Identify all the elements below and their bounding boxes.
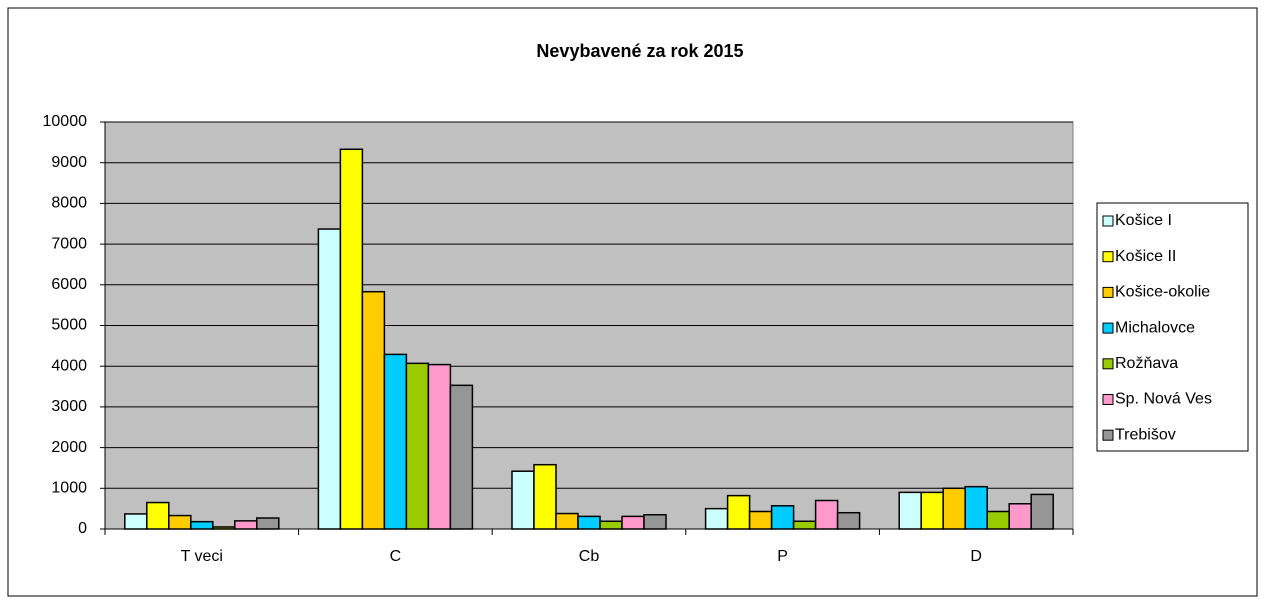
legend-swatch: [1102, 251, 1114, 263]
bar: [942, 487, 966, 530]
bar: [748, 510, 773, 530]
bar: [339, 148, 364, 530]
bar: [770, 505, 795, 530]
bar: [533, 463, 557, 530]
y-tick-label: 10000: [43, 113, 88, 130]
bar: [986, 510, 1010, 530]
y-tick-label: 1000: [51, 480, 87, 497]
bar: [964, 485, 988, 530]
bar: [599, 520, 623, 530]
bar: [920, 491, 944, 530]
bar: [555, 512, 579, 530]
chart-title: Nevybavené za rok 2015: [536, 41, 743, 61]
legend-swatch: [1102, 286, 1114, 298]
legend-label: Trebišov: [1115, 426, 1176, 443]
y-tick-label: 5000: [51, 317, 87, 334]
x-tick-label: Cb: [579, 548, 600, 565]
y-tick-label: 6000: [51, 276, 87, 293]
bar: [449, 384, 474, 530]
legend-swatch: [1102, 322, 1114, 334]
bar: [577, 515, 601, 530]
bar: [405, 362, 430, 530]
legend-label: Rožňava: [1115, 355, 1178, 372]
x-tick-label: T veci: [181, 548, 223, 565]
bar: [792, 520, 817, 530]
x-tick-label: D: [970, 548, 982, 565]
legend-label: Košice II: [1115, 248, 1176, 265]
x-tick-label: P: [777, 548, 788, 565]
bar: [898, 491, 922, 530]
y-tick-label: 7000: [51, 235, 87, 252]
y-tick-label: 2000: [51, 439, 87, 456]
bar: [814, 499, 839, 530]
bar: [1030, 493, 1054, 530]
y-tick-label: 8000: [51, 195, 87, 212]
bar: [168, 514, 192, 530]
legend-swatch: [1102, 394, 1114, 405]
bar: [1008, 503, 1032, 530]
legend-label: Sp. Nová Ves: [1115, 391, 1212, 408]
legend-swatch: [1102, 215, 1114, 227]
y-tick-label: 0: [78, 520, 87, 537]
bar: [726, 494, 751, 530]
bar: [836, 511, 861, 530]
bar: [643, 514, 667, 530]
legend-label: Košice I: [1115, 212, 1172, 229]
legend-label: Michalovce: [1115, 319, 1195, 336]
bar: [511, 470, 535, 530]
bar: [124, 513, 148, 530]
bar: [361, 290, 386, 530]
bar: [427, 363, 452, 530]
legend-swatch: [1102, 358, 1114, 370]
bar: [621, 515, 645, 530]
legend-label: Košice-okolie: [1115, 284, 1210, 301]
y-tick-label: 9000: [51, 154, 87, 171]
x-tick-label: C: [390, 548, 402, 565]
y-tick-label: 4000: [51, 357, 87, 374]
bar: [704, 507, 729, 530]
bar: [190, 520, 214, 530]
bar: [383, 353, 408, 530]
bar: [256, 517, 280, 530]
legend-box: [1096, 202, 1249, 452]
legend-swatch: [1102, 429, 1114, 441]
bar: [317, 228, 342, 530]
y-tick-label: 3000: [51, 398, 87, 415]
bar: [146, 501, 170, 530]
bar: [234, 520, 258, 530]
